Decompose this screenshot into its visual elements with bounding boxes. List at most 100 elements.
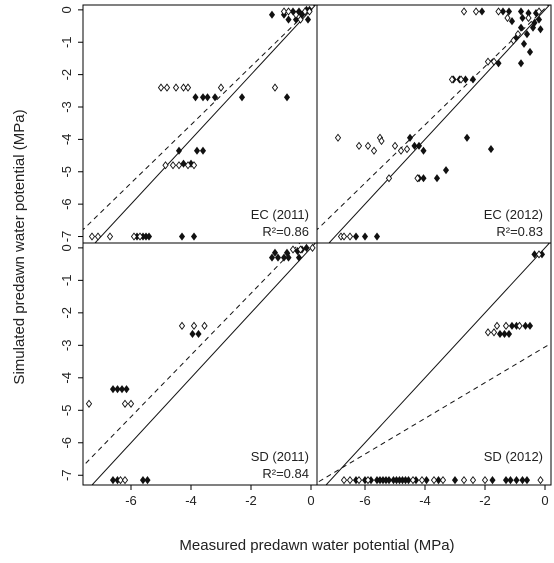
data-point-open — [121, 399, 129, 408]
data-point-filled — [189, 329, 196, 339]
axes: 0-1-2-3-4-5-6-70-1-2-3-4-5-6-7-6 -4 -2 0 -6-… — [59, 4, 552, 508]
y-tick-label-top: -7 — [59, 231, 74, 243]
y-tick-label-bottom: -6 — [59, 437, 74, 449]
data-point-filled — [274, 253, 282, 262]
data-point-open — [289, 245, 297, 254]
panel-top-left: EC (2011) R²=0.86 — [83, 5, 317, 243]
data-point-filled — [114, 385, 121, 394]
data-point-open — [493, 321, 501, 330]
x-tick-label-left: 0 — [307, 493, 314, 508]
data-point-filled — [352, 232, 360, 241]
data-point-open — [439, 475, 447, 485]
data-point-open — [525, 13, 532, 23]
data-point-open — [162, 161, 169, 170]
one-to-one-line — [94, 5, 317, 243]
data-point-open — [484, 57, 492, 66]
data-point-filled — [496, 329, 504, 339]
data-point-filled — [523, 30, 531, 39]
data-point-open — [364, 141, 372, 151]
data-point-filled — [508, 17, 516, 26]
data-point-open — [94, 232, 102, 241]
data-point-open — [378, 136, 385, 146]
y-tick-label-bottom: -1 — [59, 275, 74, 287]
data-point-filled — [268, 10, 276, 19]
data-point-filled — [522, 321, 529, 330]
data-point-open — [178, 321, 186, 330]
data-point-open — [175, 161, 183, 170]
y-tick-label-top: -5 — [59, 166, 74, 178]
r-squared-label: R²=0.83 — [496, 224, 543, 239]
data-point-filled — [283, 248, 291, 257]
data-point-open — [121, 475, 129, 485]
panel-label: SD (2012) — [484, 449, 543, 464]
data-point-filled — [295, 7, 303, 16]
y-tick-label-top: -6 — [59, 198, 74, 210]
regression-line-dashed — [83, 243, 301, 467]
y-tick-label-top: 0 — [59, 6, 74, 13]
data-point-open — [292, 10, 300, 19]
data-point-open — [217, 83, 225, 92]
data-point-filled — [513, 476, 520, 485]
data-point-open — [481, 475, 489, 485]
data-point-open — [130, 232, 138, 241]
y-tick-label-top: -4 — [59, 134, 74, 146]
data-point-filled — [373, 232, 381, 241]
data-point-filled — [411, 141, 418, 150]
data-point-open — [414, 174, 421, 183]
data-point-open — [504, 13, 511, 23]
data-point-open — [301, 7, 309, 16]
data-point-filled — [144, 476, 151, 485]
data-point-filled — [435, 476, 442, 485]
panel-bottom-left: SD (2011) R²=0.84 — [83, 243, 317, 485]
data-point-open — [346, 232, 354, 241]
data-point-filled — [192, 93, 199, 102]
data-point-open — [172, 83, 180, 92]
data-point-filled — [478, 7, 486, 16]
data-point-filled — [520, 39, 528, 48]
data-point-filled — [268, 253, 276, 262]
data-point-open — [510, 36, 517, 45]
data-point-filled — [199, 93, 207, 102]
data-point-filled — [495, 59, 502, 68]
data-point-open — [85, 399, 93, 408]
y-tick-label-top: -3 — [59, 101, 74, 113]
data-point-filled — [123, 385, 130, 394]
x-tick-label-right: -6 — [359, 493, 371, 508]
panel-label: SD (2011) — [251, 449, 309, 464]
r-squared-label: R²=0.86 — [262, 224, 309, 239]
data-point-open — [397, 146, 405, 155]
data-point-filled — [295, 253, 303, 262]
data-point-filled — [283, 93, 291, 102]
data-point-filled — [420, 174, 427, 183]
data-point-open — [409, 475, 417, 485]
data-point-open — [169, 161, 177, 170]
data-point-filled — [489, 476, 496, 485]
data-point-filled — [487, 145, 495, 154]
data-point-open — [516, 321, 523, 330]
data-point-open — [514, 29, 522, 39]
data-point-filled — [405, 476, 412, 485]
y-tick-label-bottom: -3 — [59, 340, 74, 352]
data-point-filled — [519, 476, 526, 485]
data-point-open — [403, 144, 411, 154]
data-point-open — [535, 7, 543, 16]
panel-top-right: EC (2012) R²=0.83 — [317, 5, 551, 243]
data-point-filled — [523, 476, 531, 485]
data-point-open — [355, 475, 363, 485]
data-point-open — [136, 232, 144, 241]
data-point-filled — [502, 476, 510, 485]
data-point-filled — [304, 15, 312, 24]
data-point-filled — [508, 321, 516, 330]
data-point-open — [106, 232, 114, 241]
data-point-filled — [193, 146, 201, 155]
data-point-filled — [280, 253, 288, 262]
data-point-filled — [519, 13, 526, 23]
data-point-filled — [271, 248, 279, 257]
x-tick-label-right: -2 — [479, 493, 491, 508]
data-point-open — [184, 83, 192, 92]
one-to-one-line — [325, 243, 551, 485]
data-point-filled — [535, 15, 543, 24]
data-point-filled — [285, 15, 292, 24]
data-point-open — [490, 328, 498, 337]
data-point-open — [355, 141, 363, 151]
